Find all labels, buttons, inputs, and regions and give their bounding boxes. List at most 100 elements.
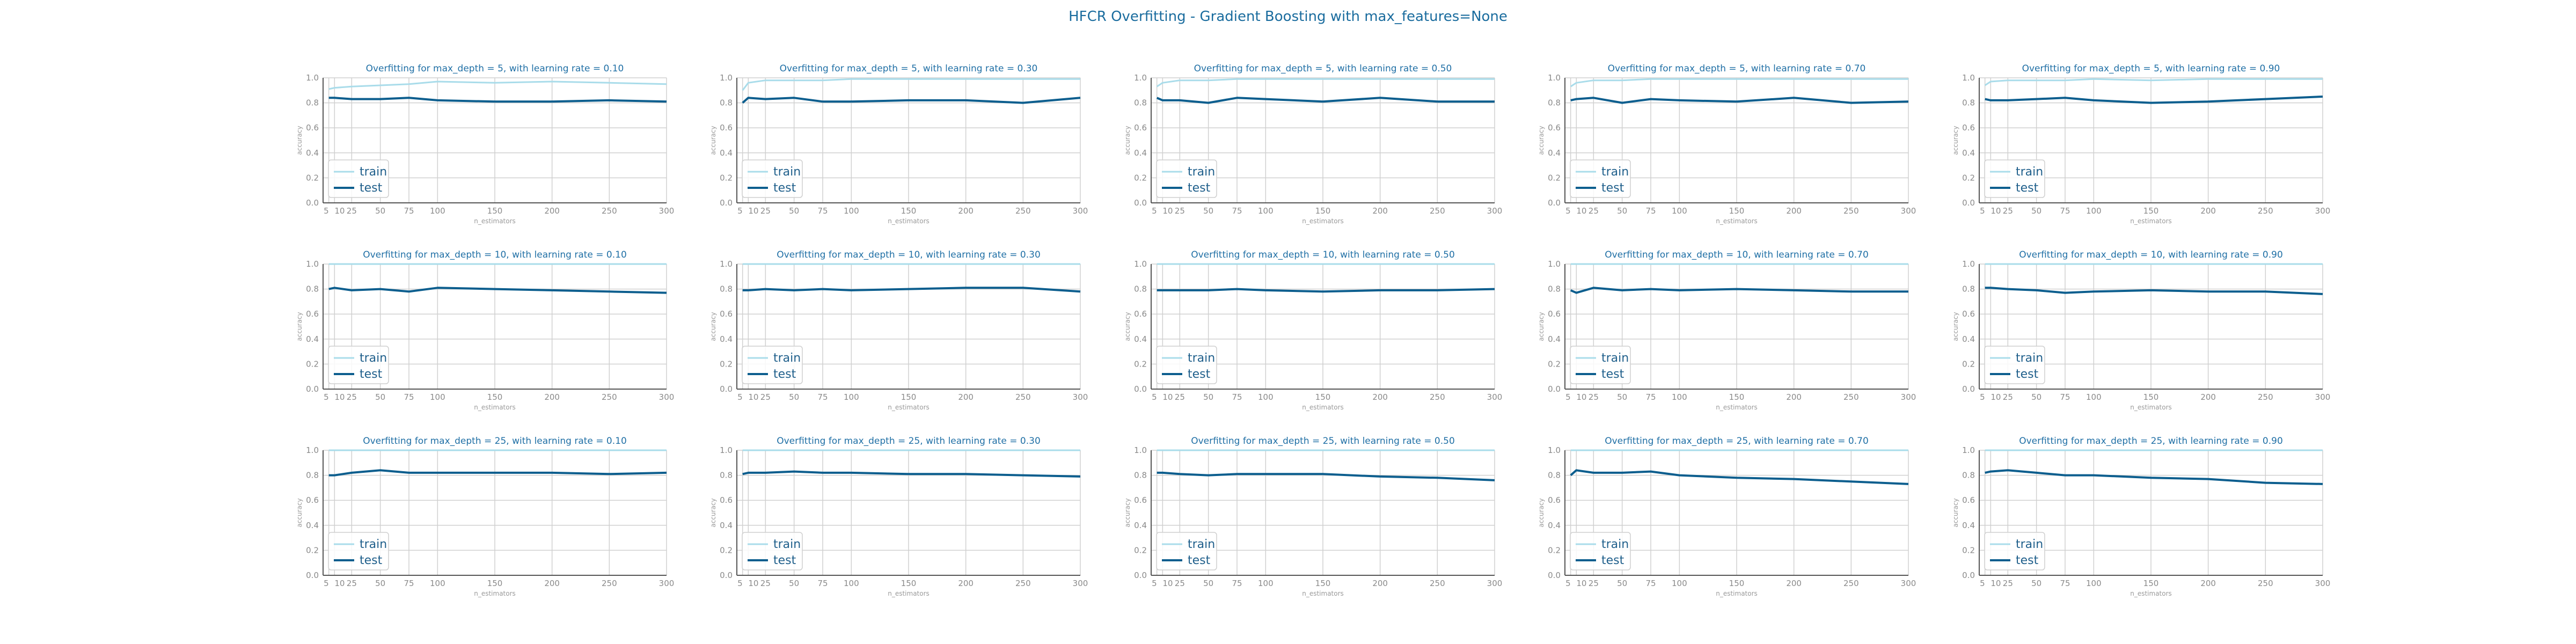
y-tick-label: 0.8 <box>720 98 733 108</box>
y-axis-label: accuracy <box>709 498 717 527</box>
legend-label-test: test <box>773 554 796 567</box>
y-axis-label: accuracy <box>1538 126 1545 155</box>
subplot-4: 0.0 0.2 0.4 0.6 0.8 1.0 5 10 25 50 75 100 150 200 250 3… <box>1538 63 1916 225</box>
series-line-test <box>328 469 667 477</box>
x-tick-label: 100 <box>844 392 859 402</box>
x-tick-label: 25 <box>2003 392 2013 402</box>
y-tick-label: 0.8 <box>1134 471 1147 480</box>
y-tick-label: 1.0 <box>720 259 733 269</box>
legend-label-test: test <box>2016 368 2039 381</box>
x-tick-label: 75 <box>404 206 414 216</box>
x-axis-label: n_estimators <box>1302 217 1344 225</box>
y-tick-label: 1.0 <box>1548 259 1561 269</box>
y-tick-label: 0.0 <box>306 198 319 208</box>
series-line-test <box>742 287 1081 293</box>
y-tick-label: 0.6 <box>1962 123 1975 133</box>
series-line-train <box>742 78 1080 91</box>
legend-label-test: test <box>2016 554 2039 567</box>
y-tick-label: 0.6 <box>720 309 733 319</box>
subplot-title: Overfitting for max_depth = 10, with lea… <box>777 250 1041 260</box>
x-tick-label: 5 <box>1980 579 1985 588</box>
x-axis-label: n_estimators <box>888 590 930 597</box>
legend-label-train: train <box>773 165 801 179</box>
y-tick-label: 0.2 <box>1548 359 1561 369</box>
x-tick-label: 150 <box>2143 392 2159 402</box>
y-tick-label: 0.4 <box>306 148 319 158</box>
y-axis-label: accuracy <box>1124 498 1131 527</box>
legend-label-train: train <box>360 165 387 179</box>
y-tick-label: 0.8 <box>306 98 319 108</box>
x-axis-label: n_estimators <box>888 217 930 225</box>
subplot-title: Overfitting for max_depth = 5, with lear… <box>780 63 1038 74</box>
x-tick-label: 300 <box>659 579 675 588</box>
y-tick-label: 0.8 <box>1962 471 1975 480</box>
y-tick-label: 0.0 <box>306 384 319 394</box>
subplot-title: Overfitting for max_depth = 10, with lea… <box>1191 250 1455 260</box>
y-axis-label: accuracy <box>1952 498 1959 527</box>
legend-label-test: test <box>1188 181 1211 195</box>
subplot-8: 0.0 0.2 0.4 0.6 0.8 1.0 5 10 25 50 75 100 150 200 250 3… <box>1124 250 1502 411</box>
x-tick-label: 5 <box>737 206 743 216</box>
legend-label-train: train <box>2016 352 2043 365</box>
y-tick-label: 0.8 <box>1962 98 1975 108</box>
subplot-9: 0.0 0.2 0.4 0.6 0.8 1.0 5 10 25 50 75 100 150 200 250 3… <box>1538 250 1916 411</box>
series-line-test <box>1157 471 1495 481</box>
y-tick-label: 0.2 <box>1962 545 1975 555</box>
y-tick-label: 0.2 <box>306 359 319 369</box>
x-tick-label: 100 <box>2086 206 2102 216</box>
x-tick-label: 100 <box>844 579 859 588</box>
y-axis-label: accuracy <box>709 312 717 341</box>
x-tick-label: 300 <box>659 206 675 216</box>
x-tick-label: 150 <box>1729 206 1745 216</box>
series-line-test <box>742 97 1081 104</box>
y-tick-label: 0.6 <box>1134 309 1147 319</box>
y-tick-label: 0.2 <box>1134 173 1147 182</box>
series-line-test <box>1985 96 2323 104</box>
x-tick-label: 200 <box>1372 206 1388 216</box>
x-tick-label: 150 <box>487 579 503 588</box>
y-tick-label: 0.6 <box>1134 495 1147 505</box>
subplot-title: Overfitting for max_depth = 5, with lear… <box>2022 63 2280 74</box>
y-tick-label: 0.2 <box>1548 173 1561 182</box>
x-tick-label: 25 <box>760 579 771 588</box>
x-tick-label: 5 <box>1565 579 1571 588</box>
y-axis-label: accuracy <box>1538 498 1545 527</box>
legend-label-train: train <box>1601 538 1629 551</box>
legend-label-train: train <box>360 538 387 551</box>
series-line-test <box>1570 469 1909 485</box>
series-line-train <box>328 80 667 90</box>
subplot-title: Overfitting for max_depth = 10, with lea… <box>1605 250 1869 260</box>
x-tick-label: 75 <box>817 206 828 216</box>
x-tick-label: 200 <box>958 206 974 216</box>
x-axis-label: n_estimators <box>2130 404 2172 411</box>
x-tick-label: 75 <box>1645 206 1656 216</box>
subplot-title: Overfitting for max_depth = 25, with lea… <box>777 436 1041 447</box>
x-tick-label: 75 <box>1232 392 1242 402</box>
x-tick-label: 50 <box>375 392 385 402</box>
x-tick-label: 100 <box>1672 392 1687 402</box>
y-tick-label: 0.0 <box>1548 198 1561 208</box>
series-line-test <box>1157 288 1495 293</box>
x-tick-label: 25 <box>1589 392 1599 402</box>
legend-label-test: test <box>1601 554 1624 567</box>
subplot-15: 0.0 0.2 0.4 0.6 0.8 1.0 5 10 25 50 75 100 150 200 250 3… <box>1952 436 2330 597</box>
y-tick-label: 0.2 <box>1134 545 1147 555</box>
x-tick-label: 300 <box>659 392 675 402</box>
x-tick-label: 100 <box>1672 579 1687 588</box>
x-tick-label: 300 <box>2315 579 2331 588</box>
x-tick-label: 25 <box>347 206 357 216</box>
y-tick-label: 0.2 <box>1962 359 1975 369</box>
x-tick-label: 50 <box>375 579 385 588</box>
y-tick-label: 1.0 <box>1134 73 1147 83</box>
legend-label-train: train <box>1188 165 1215 179</box>
x-tick-label: 300 <box>1487 392 1503 402</box>
series-line-train <box>1156 78 1495 87</box>
x-tick-label: 5 <box>1152 579 1157 588</box>
y-tick-label: 1.0 <box>1548 73 1561 83</box>
x-tick-label: 300 <box>2315 392 2331 402</box>
y-tick-label: 0.2 <box>720 545 733 555</box>
y-tick-label: 0.0 <box>1962 198 1975 208</box>
x-axis-label: n_estimators <box>888 404 930 411</box>
x-tick-label: 200 <box>958 392 974 402</box>
